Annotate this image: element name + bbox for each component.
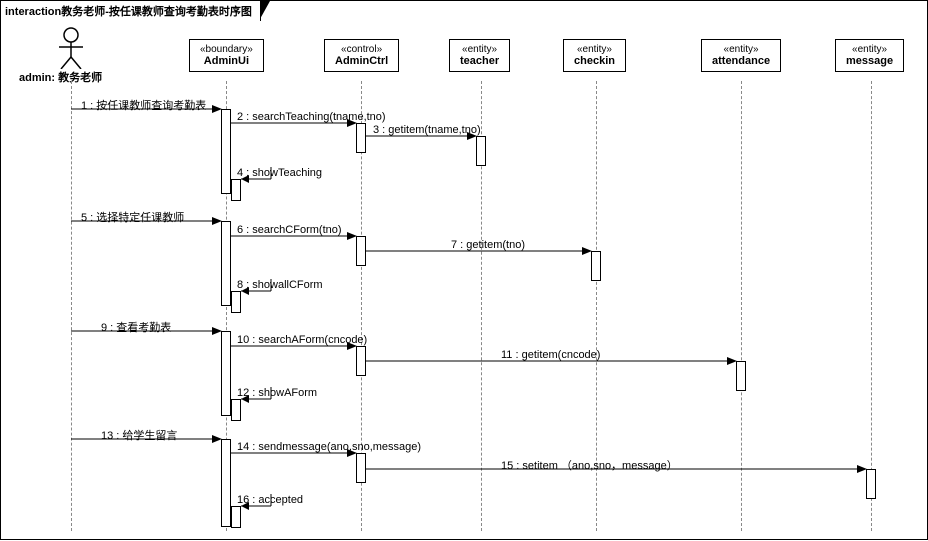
message-label: 1 : 按任课教师查询考勤表 <box>81 97 206 113</box>
message-label: 6 : searchCForm(tno) <box>237 224 342 236</box>
message-label: 16 : accepted <box>237 494 303 506</box>
lifeline-attendance <box>741 81 742 531</box>
title-main: 教务老师-按任课教师查询考勤表时序图 <box>61 6 252 18</box>
message-label: 5 : 选择特定任课教师 <box>81 209 184 225</box>
diagram-title-tab: interaction教务老师-按任课教师查询考勤表时序图 <box>0 0 261 21</box>
arrows-layer <box>1 1 928 541</box>
activation-bar <box>356 453 366 483</box>
participant-checkin: «entity»checkin <box>563 39 626 72</box>
activation-bar <box>476 136 486 166</box>
message-label: 10 : searchAForm(cncode) <box>237 334 367 346</box>
activation-bar <box>736 361 746 391</box>
activation-bar <box>591 251 601 281</box>
participant-teacher: «entity»teacher <box>449 39 510 72</box>
activation-bar <box>231 179 241 201</box>
actor-icon <box>57 27 85 69</box>
lifeline-actor <box>71 81 72 531</box>
activation-bar <box>231 399 241 421</box>
message-label: 9 : 查看考勤表 <box>101 319 171 335</box>
activation-bar <box>221 221 231 306</box>
activation-bar <box>356 123 366 153</box>
activation-bar <box>231 506 241 528</box>
message-label: 15 : setitem （ano,sno，message） <box>501 457 678 473</box>
message-label: 7 : getitem(tno) <box>451 239 525 251</box>
message-label: 3 : getitem(tname,tno) <box>373 124 481 136</box>
sequence-diagram-frame: interaction教务老师-按任课教师查询考勤表时序图 admin: 教务老… <box>0 0 928 540</box>
message-label: 13 : 给学生留言 <box>101 427 177 443</box>
activation-bar <box>866 469 876 499</box>
message-label: 2 : searchTeaching(tname,tno) <box>237 111 386 123</box>
participant-adminui: «boundary»AdminUi <box>189 39 264 72</box>
lifeline-message <box>871 81 872 531</box>
participant-message: «entity»message <box>835 39 904 72</box>
message-label: 11 : getitem(cncode) <box>501 349 600 361</box>
message-label: 8 : showallCForm <box>237 279 323 291</box>
participant-adminctrl: «control»AdminCtrl <box>324 39 399 72</box>
message-label: 14 : sendmessage(ano,sno,message) <box>237 441 421 453</box>
activation-bar <box>356 236 366 266</box>
participant-attendance: «entity»attendance <box>701 39 781 72</box>
title-prefix: interaction <box>5 6 61 18</box>
activation-bar <box>221 109 231 194</box>
activation-bar <box>231 291 241 313</box>
activation-bar <box>221 439 231 527</box>
activation-bar <box>221 331 231 416</box>
actor-label: admin: 教务老师 <box>19 69 102 85</box>
activation-bar <box>356 346 366 376</box>
message-label: 12 : showAForm <box>237 387 317 399</box>
message-label: 4 : showTeaching <box>237 167 322 179</box>
